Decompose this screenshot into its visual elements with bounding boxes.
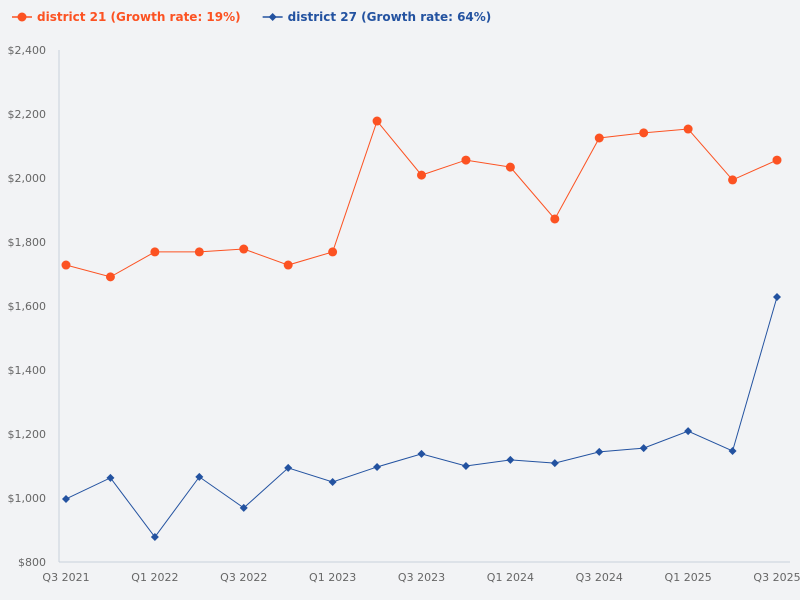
data-point: [239, 503, 248, 512]
data-point: [372, 116, 382, 126]
data-point: [639, 444, 648, 453]
legend: district 21 (Growth rate: 19%) district 2…: [12, 10, 491, 24]
data-point: [328, 247, 338, 257]
data-point: [105, 272, 115, 282]
data-point: [639, 128, 649, 138]
legend-item-2: district 27 (Growth rate: 64%): [262, 10, 492, 24]
data-point: [239, 244, 249, 254]
data-point: [595, 447, 604, 456]
legend-label: district 27 (Growth rate: 64%): [288, 10, 492, 24]
x-axis: Q3 2021 Q1 2022 Q3 2022 Q1 2023 Q3 2023 Q1 20…: [42, 561, 800, 584]
y-axis: $800 $1,000 $1,200 $1,400 $1,600 $1,800 $2,000…: [8, 44, 60, 569]
x-tick-label: Q1 2022: [131, 571, 178, 584]
series-line: [65, 120, 778, 278]
y-tick-label: $800: [18, 556, 46, 569]
data-point: [683, 124, 693, 134]
data-point: [461, 155, 471, 165]
y-tick-label: $1,200: [8, 428, 47, 441]
x-tick-label: Q1 2024: [487, 571, 534, 584]
data-point: [550, 459, 559, 468]
data-point: [283, 260, 293, 270]
x-tick-label: Q3 2024: [576, 571, 623, 584]
data-point: [61, 260, 71, 270]
data-point: [195, 472, 204, 481]
x-tick-label: Q3 2021: [42, 571, 89, 584]
legend-label: district 21 (Growth rate: 19%): [37, 10, 241, 24]
data-point: [772, 155, 782, 165]
data-point: [417, 449, 426, 458]
y-tick-label: $1,000: [8, 492, 47, 505]
data-point: [62, 494, 70, 503]
y-tick-label: $2,400: [8, 44, 47, 57]
y-tick-label: $2,200: [8, 108, 47, 121]
legend-marker: [17, 12, 27, 22]
data-point: [550, 214, 560, 224]
data-point: [284, 463, 293, 472]
y-tick-label: $1,800: [8, 236, 47, 249]
series-line: [65, 296, 778, 538]
x-tick-label: Q3 2023: [398, 571, 445, 584]
series-1: [61, 116, 782, 282]
y-tick-label: $1,600: [8, 300, 47, 313]
data-point: [684, 427, 693, 436]
x-tick-label: Q3 2025: [753, 571, 800, 584]
data-point: [417, 170, 426, 180]
legend-marker: [268, 13, 277, 21]
data-point: [594, 133, 604, 143]
data-point: [150, 533, 159, 542]
data-point: [106, 473, 115, 482]
data-point: [728, 446, 737, 455]
series-group: [61, 116, 782, 542]
x-tick-label: Q3 2022: [220, 571, 267, 584]
data-point: [373, 462, 382, 471]
data-point: [150, 247, 160, 257]
x-tick-label: Q1 2023: [309, 571, 356, 584]
data-point: [505, 162, 515, 172]
data-point: [461, 462, 470, 470]
data-point: [194, 247, 204, 257]
data-point: [328, 478, 337, 486]
data-point: [506, 455, 515, 464]
data-point: [728, 175, 738, 185]
y-tick-label: $1,400: [8, 364, 47, 377]
series-2: [62, 293, 781, 542]
x-tick-label: Q1 2025: [665, 571, 712, 584]
y-tick-label: $2,000: [8, 172, 47, 185]
legend-item-1: district 21 (Growth rate: 19%): [12, 10, 241, 24]
data-point: [773, 293, 781, 302]
